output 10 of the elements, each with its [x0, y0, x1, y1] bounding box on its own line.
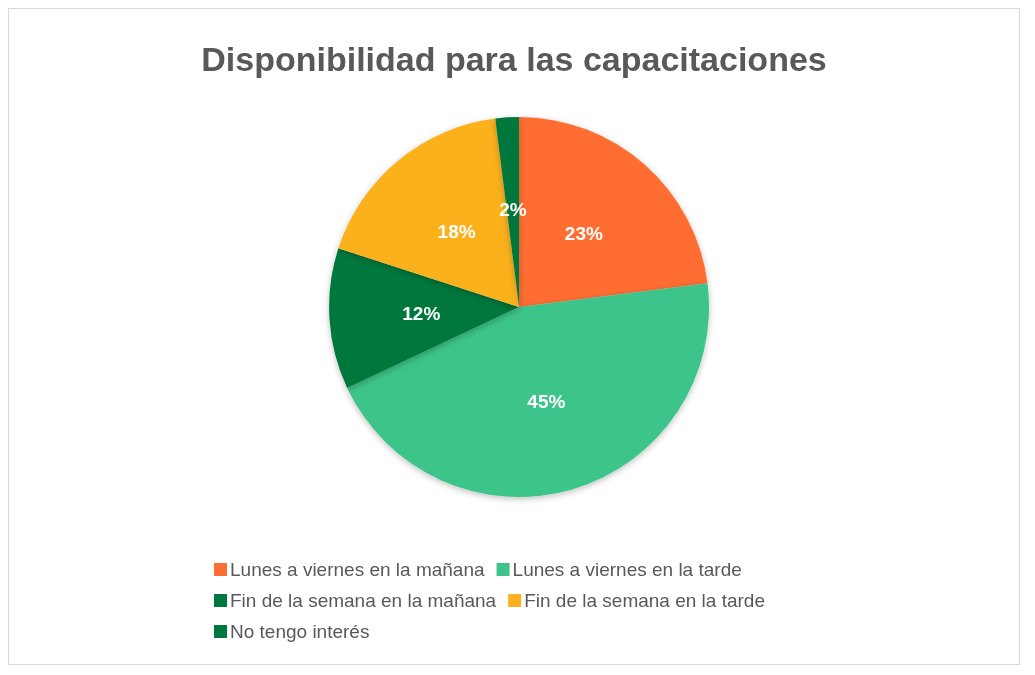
legend-label: No tengo interés — [230, 621, 370, 642]
legend-label: Lunes a viernes en la mañana — [230, 559, 485, 580]
chart-title: Disponibilidad para las capacitaciones — [201, 40, 827, 78]
data-label: 12% — [402, 302, 441, 324]
data-label: 45% — [527, 390, 566, 412]
legend-label: Fin de la semana en la tarde — [524, 590, 765, 611]
legend-label: Lunes a viernes en la tarde — [512, 559, 742, 580]
legend-label: Fin de la semana en la mañana — [230, 590, 497, 611]
data-label: 18% — [437, 221, 476, 243]
data-label: 23% — [564, 223, 603, 245]
